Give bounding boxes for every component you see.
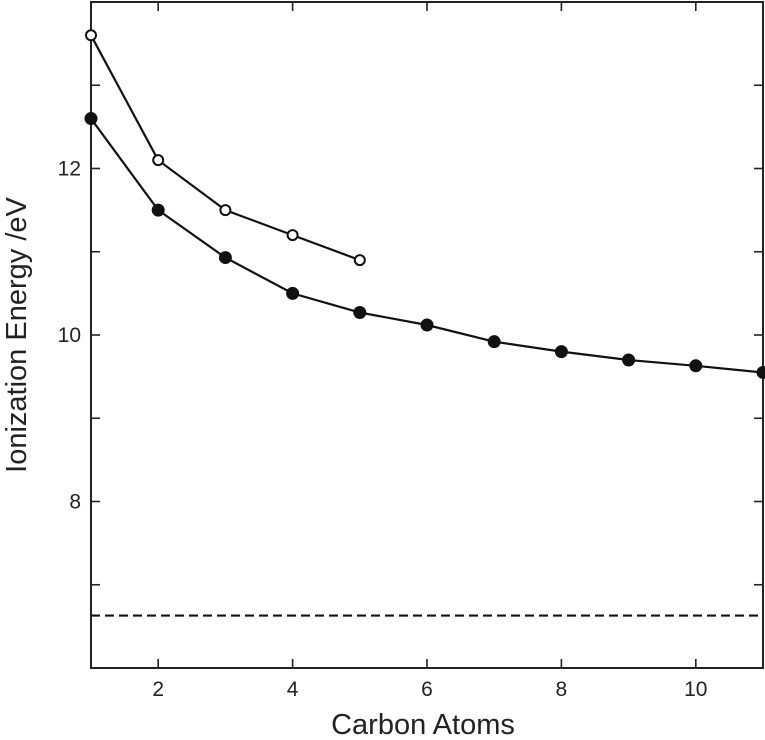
x-tick-label-2: 6 (421, 678, 433, 701)
x-tick-label-0: 2 (152, 678, 164, 701)
x-axis-label: Carbon Atoms (331, 709, 515, 740)
series-1-point-8 (622, 353, 636, 367)
y-axis-label: Ionization Energy /eV (1, 197, 33, 473)
series-1-point-1 (151, 203, 165, 217)
y-tick-label-0: 8 (69, 491, 81, 514)
series-0-point-4 (353, 254, 366, 267)
series-0-line (90, 34, 361, 262)
x-tick-label-1: 4 (287, 678, 299, 701)
series-1-point-10 (756, 365, 765, 379)
series-1-line (90, 117, 764, 374)
x-tick-label-4: 10 (684, 678, 707, 701)
series-1-point-3 (286, 286, 300, 300)
series-1-point-7 (554, 345, 568, 359)
x-tick-label-3: 8 (556, 678, 568, 701)
y-tick-label-1: 10 (58, 324, 81, 347)
tick-labels: 2 4 6 8 10 8 10 12 (58, 158, 708, 702)
series-1-point-5 (420, 318, 434, 332)
series-1-point-0 (84, 112, 98, 126)
series-0-point-3 (286, 229, 299, 242)
series-1-point-9 (689, 359, 703, 373)
series-0-point-0 (85, 29, 97, 42)
series-0-point-2 (219, 204, 232, 217)
series-1-point-4 (353, 306, 367, 320)
y-tick-label-2: 12 (58, 158, 81, 181)
data-series (84, 29, 765, 379)
series-1-point-2 (218, 251, 232, 265)
plot-frame (90, 1, 764, 669)
axis-ticks (91, 2, 763, 668)
series-0-point-1 (152, 154, 165, 167)
series-1-point-6 (487, 335, 501, 349)
